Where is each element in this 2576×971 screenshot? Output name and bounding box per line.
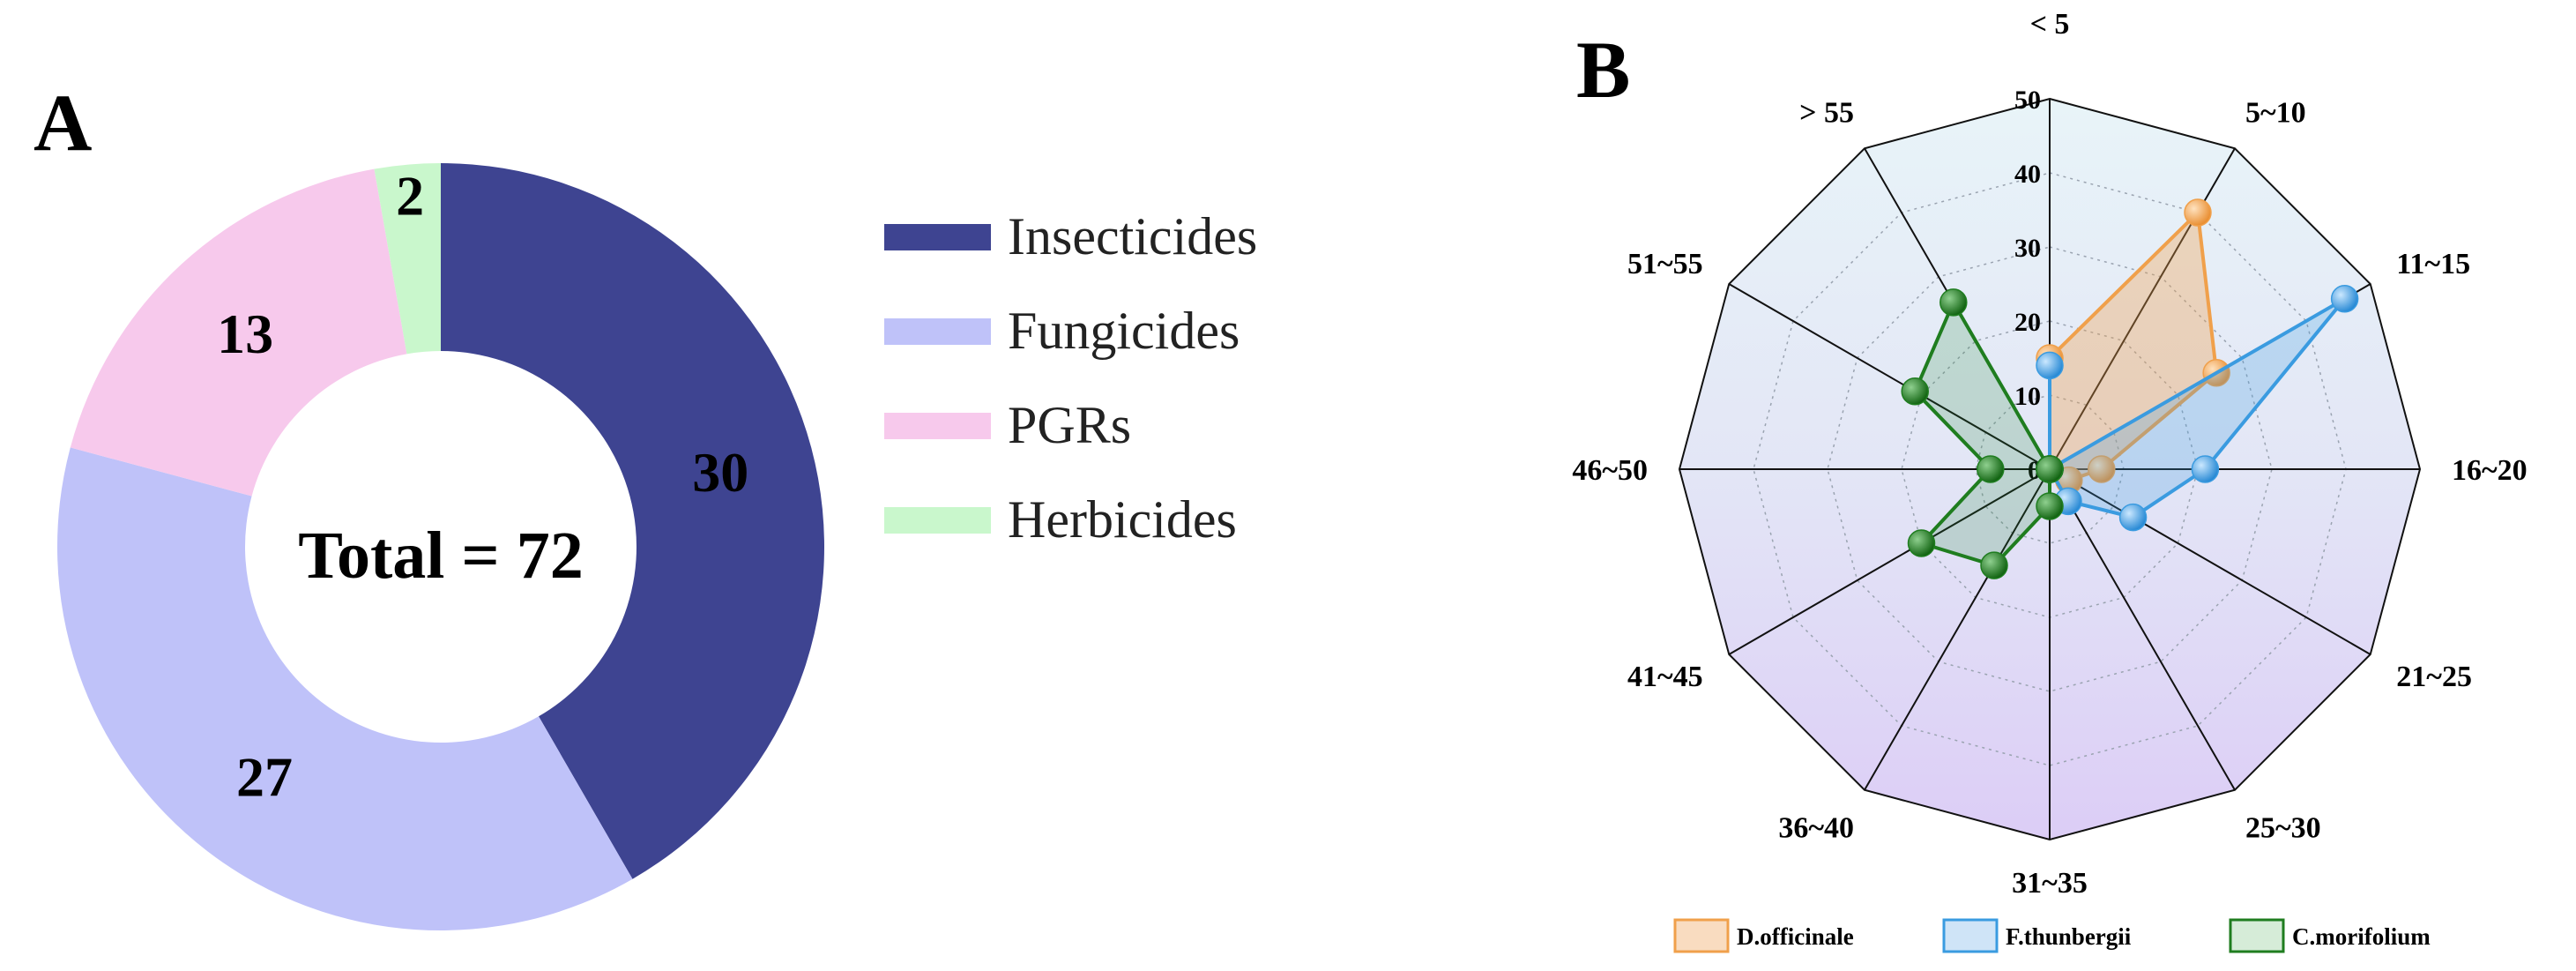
donut-chart: 30 27 13 2 bbox=[57, 163, 824, 930]
spoke-21-25 bbox=[2049, 468, 2371, 655]
category-label-9: 41~45 bbox=[1627, 661, 1703, 693]
point-c-morifolium-10 bbox=[1977, 455, 2005, 483]
panel-a-letter: A bbox=[34, 78, 92, 168]
legend-swatch-fungicides bbox=[884, 318, 991, 345]
category-label-4: 16~20 bbox=[2452, 454, 2528, 487]
radar-legend: D.officinale F.thunbergii C.morifolium bbox=[1673, 918, 2431, 953]
category-label-12: > 55 bbox=[1799, 97, 1854, 130]
legend-swatch-insecticides bbox=[884, 224, 991, 250]
slice-insecticides bbox=[441, 163, 824, 879]
category-label-2: 5~10 bbox=[2245, 97, 2306, 130]
radar-legend-swatch-d-officinale bbox=[1673, 918, 1730, 953]
point-d-officinale-4 bbox=[2088, 455, 2116, 483]
panel-b-letter: B bbox=[1576, 25, 1630, 115]
point-c-morifolium-7 bbox=[2036, 492, 2064, 520]
point-c-morifolium-11 bbox=[1901, 377, 1929, 406]
legend-label-herbicides: Herbicides bbox=[1008, 490, 1237, 549]
radar-legend-swatch-f-thunbergii bbox=[1942, 918, 1999, 953]
spoke-41-45 bbox=[1728, 468, 2051, 655]
radar-legend-label-d-officinale: D.officinale bbox=[1737, 923, 1854, 950]
point-c-morifolium-6 bbox=[2036, 455, 2064, 483]
point-c-morifolium-8 bbox=[1980, 551, 2008, 579]
slice-value-insecticides: 30 bbox=[692, 441, 748, 504]
panel-a: A 30 27 13 2 Total = 72 Insecticides Fungici… bbox=[34, 78, 1257, 930]
slice-herbicides bbox=[374, 163, 441, 355]
category-label-7: 31~35 bbox=[2012, 867, 2088, 900]
point-f-thunbergii-5 bbox=[2118, 503, 2148, 532]
slice-fungicides bbox=[57, 447, 633, 930]
category-label-10: 46~50 bbox=[1572, 454, 1648, 487]
point-f-thunbergii-4 bbox=[2191, 455, 2220, 483]
legend-swatch-herbicides bbox=[884, 507, 991, 534]
spoke-36-40 bbox=[1864, 468, 2051, 791]
radial-tick-50: 50 bbox=[2014, 86, 2041, 115]
radar-chart: 01020304050< 55~1011~1516~2021~2525~3031… bbox=[1572, 8, 2527, 900]
point-c-morifolium-9 bbox=[1907, 529, 1936, 557]
radial-tick-20: 20 bbox=[2014, 308, 2041, 337]
panel-b: B 01020304050< 55~1011~1516~2021~2525~30… bbox=[1572, 8, 2528, 953]
legend-swatch-pgrs bbox=[884, 413, 991, 439]
category-label-3: 11~15 bbox=[2396, 248, 2470, 280]
slice-value-fungicides: 27 bbox=[236, 746, 293, 809]
point-f-thunbergii-1 bbox=[2036, 351, 2064, 380]
donut-center-label: Total = 72 bbox=[298, 519, 583, 593]
radial-tick-40: 40 bbox=[2014, 160, 2041, 189]
radar-legend-label-c-morifolium: C.morifolium bbox=[2292, 923, 2431, 950]
radial-tick-10: 10 bbox=[2014, 382, 2041, 411]
spoke-25-30 bbox=[2049, 468, 2236, 791]
point-f-thunbergii-3 bbox=[2330, 285, 2359, 313]
legend-label-insecticides: Insecticides bbox=[1008, 207, 1257, 265]
category-label-6: 25~30 bbox=[2245, 811, 2321, 844]
category-label-5: 21~25 bbox=[2396, 661, 2472, 693]
category-label-1: < 5 bbox=[2030, 8, 2070, 41]
slice-value-herbicides: 2 bbox=[396, 165, 424, 228]
slice-pgrs bbox=[70, 168, 407, 497]
point-c-morifolium-12 bbox=[1939, 288, 1968, 317]
donut-legend: Insecticides Fungicides PGRs Herbicides bbox=[884, 207, 1257, 549]
radial-tick-30: 30 bbox=[2014, 234, 2041, 263]
spoke-51-55 bbox=[1728, 283, 2051, 470]
category-label-8: 36~40 bbox=[1778, 811, 1854, 844]
series-c-morifolium bbox=[1901, 288, 2064, 579]
point-d-officinale-2 bbox=[2184, 198, 2212, 227]
legend-label-pgrs: PGRs bbox=[1008, 396, 1131, 454]
legend-label-fungicides: Fungicides bbox=[1008, 302, 1240, 360]
slice-value-pgrs: 13 bbox=[217, 303, 273, 365]
radar-legend-label-f-thunbergii: F.thunbergii bbox=[2006, 923, 2132, 950]
category-label-11: 51~55 bbox=[1627, 248, 1703, 280]
radar-legend-swatch-c-morifolium bbox=[2229, 918, 2285, 953]
